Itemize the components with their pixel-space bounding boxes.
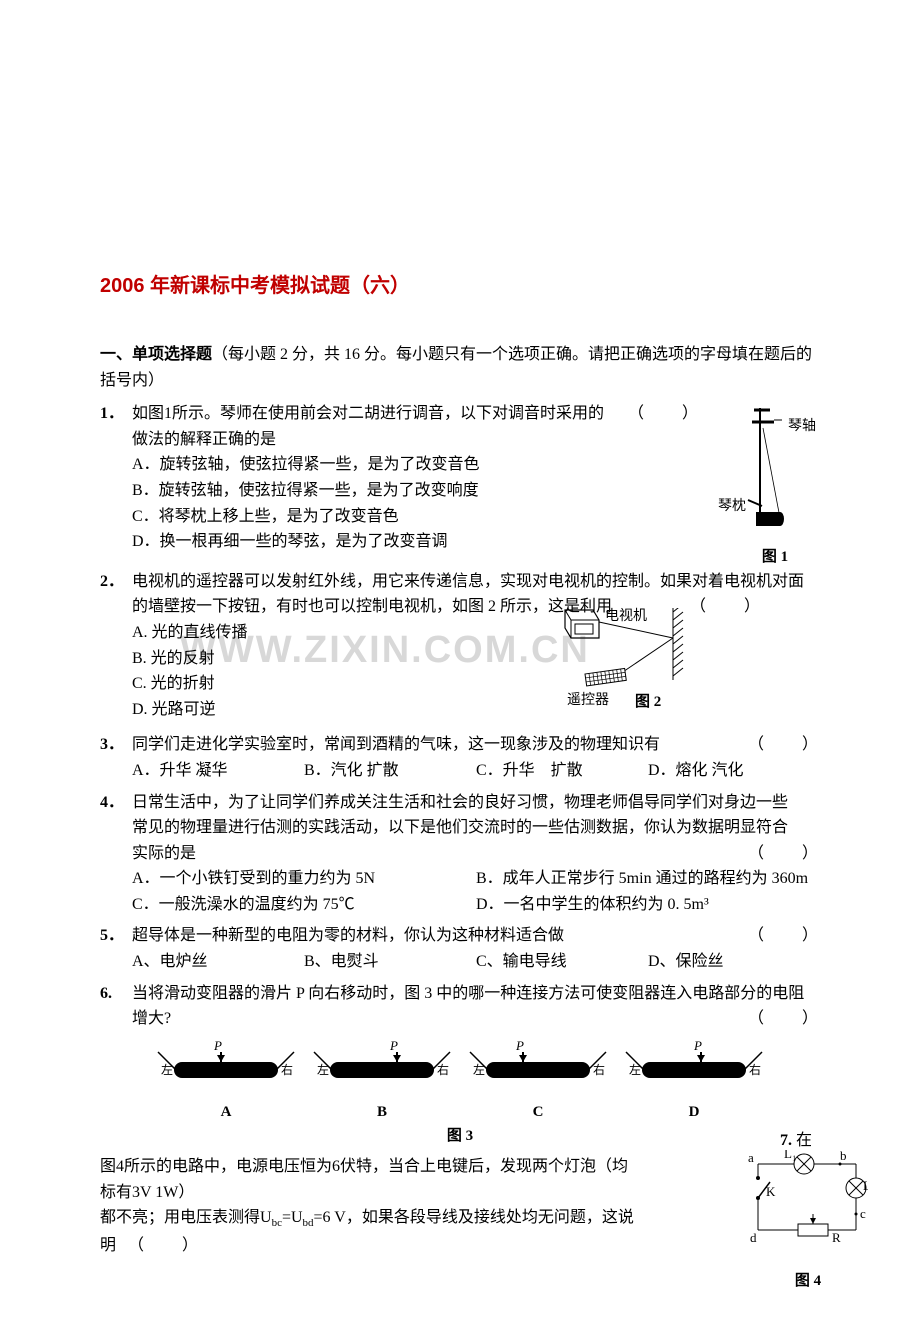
question-2: 2． 电视机的遥控器可以发射红外线，用它来传递信息，实现对电视机的控制。如果对着… bbox=[100, 569, 820, 723]
svg-text:左: 左 bbox=[161, 1062, 173, 1077]
q2-stem-line1: 电视机的遥控器可以发射红外线，用它来传递信息，实现对电视机的控制。如果对着电视机… bbox=[132, 573, 804, 590]
svg-text:P: P bbox=[693, 1040, 702, 1053]
q2-number: 2． bbox=[100, 569, 124, 595]
q1-paren: （ ） bbox=[628, 401, 700, 427]
q5-option-b: B、电熨斗 bbox=[304, 949, 476, 975]
q3-stem: 同学们走进化学实验室时，常闻到酒精的气味，这一现象涉及的物理知识有 bbox=[132, 736, 660, 753]
rheostat-b: P 左 右 B bbox=[312, 1040, 452, 1125]
svg-text:左: 左 bbox=[317, 1062, 329, 1077]
q7-lead: 在 bbox=[796, 1132, 812, 1149]
q1-option-a: A．旋转弦轴，使弦拉得紧一些，是为了改变音色 bbox=[100, 452, 820, 478]
q3-option-a: A．升华 凝华 bbox=[132, 758, 304, 784]
q7-stem-line2a: 都不亮；用电压表测得U bbox=[100, 1209, 272, 1226]
rheostat-c-label: C bbox=[468, 1100, 608, 1124]
q1-option-d: D．换一根再细一些的琴弦，是为了改变音调 bbox=[100, 529, 820, 555]
q4-option-c: C．一般洗澡水的温度约为 75℃ bbox=[132, 892, 476, 918]
svg-text:c: c bbox=[860, 1206, 866, 1221]
svg-text:左: 左 bbox=[473, 1062, 485, 1077]
svg-text:右: 右 bbox=[593, 1062, 605, 1077]
q2-stem-line2: 的墙壁按一下按钮，有时也可以控制电视机，如图 2 所示，这是利用 bbox=[132, 598, 612, 615]
q7-sub-bd: bd bbox=[303, 1217, 314, 1229]
q3-option-b: B．汽化 扩散 bbox=[304, 758, 476, 784]
q6-stem-line2: 增大? bbox=[132, 1010, 171, 1027]
figure-4-label: 图 4 bbox=[748, 1269, 868, 1293]
q7-sub-bc: bc bbox=[272, 1217, 282, 1229]
rheostat-a: P 左 右 A bbox=[156, 1040, 296, 1125]
q1-number: 1． bbox=[100, 401, 124, 427]
q3-number: 3． bbox=[100, 732, 124, 758]
q4-stem-line1: 日常生活中，为了让同学们养成关注生活和社会的良好习惯，物理老师倡导同学们对身边一… bbox=[132, 794, 788, 811]
svg-text:R: R bbox=[832, 1230, 841, 1245]
rheostat-a-label: A bbox=[156, 1100, 296, 1124]
q1-stem-line1: 如图1所示。琴师在使用前会对二胡进行调音，以下对调音时采用的 bbox=[132, 405, 604, 422]
q7-stem-line1: 图4所示的电路中，电源电压恒为6伏特，当合上电键后，发现两个灯泡（均标有3V 1… bbox=[100, 1154, 820, 1205]
q4-number: 4． bbox=[100, 790, 124, 816]
q6-number: 6. bbox=[100, 981, 112, 1007]
rheostat-c: P 左 右 C bbox=[468, 1040, 608, 1125]
q5-stem: 超导体是一种新型的电阻为零的材料，你认为这种材料适合做 bbox=[132, 927, 564, 944]
q6-paren: （ ） bbox=[748, 1006, 820, 1032]
rheostat-c-svg: P 左 右 bbox=[468, 1040, 608, 1090]
q1-option-b: B．旋转弦轴，使弦拉得紧一些，是为了改变响度 bbox=[100, 478, 820, 504]
q2-option-b: B. 光的反射 bbox=[100, 646, 820, 672]
q4-option-b: B．成年人正常步行 5min 通过的路程约为 360m bbox=[476, 866, 820, 892]
page-content: 2006 年新课标中考模拟试题（六） 一、单项选择题（每小题 2 分，共 16 … bbox=[100, 270, 820, 1259]
q7-stem-mid: =U bbox=[282, 1209, 303, 1226]
rheostat-b-svg: P 左 右 bbox=[312, 1040, 452, 1090]
rheostat-a-svg: P 左 右 bbox=[156, 1040, 296, 1090]
q5-option-d: D、保险丝 bbox=[648, 949, 820, 975]
q2-option-c: C. 光的折射 bbox=[100, 671, 820, 697]
q5-option-c: C、输电导线 bbox=[476, 949, 648, 975]
q2-paren: （ ） bbox=[690, 594, 762, 620]
q2-option-a: A. 光的直线传播 bbox=[100, 620, 820, 646]
rheostat-d-svg: P 左 右 bbox=[624, 1040, 764, 1090]
question-3: 3． 同学们走进化学实验室时，常闻到酒精的气味，这一现象涉及的物理知识有 （ ）… bbox=[100, 732, 820, 783]
q2-option-d: D. 光路可逆 bbox=[100, 697, 820, 723]
svg-text:b: b bbox=[840, 1150, 847, 1163]
q7-paren: （ ） bbox=[128, 1237, 200, 1254]
q4-stem-line2: 常见的物理量进行估测的实践活动，以下是他们交流时的一些估测数据，你认为数据明显符… bbox=[100, 815, 820, 841]
q4-paren: （ ） bbox=[748, 841, 820, 867]
svg-text:P: P bbox=[389, 1040, 398, 1053]
rheostat-d: P 左 右 D bbox=[624, 1040, 764, 1125]
q5-number: 5． bbox=[100, 923, 124, 949]
q4-option-d: D．一名中学生的体积约为 0. 5m³ bbox=[476, 892, 820, 918]
question-4: 4． 日常生活中，为了让同学们养成关注生活和社会的良好习惯，物理老师倡导同学们对… bbox=[100, 790, 820, 918]
svg-text:P: P bbox=[515, 1040, 524, 1053]
q1-stem-line2: 做法的解释正确的是 bbox=[100, 427, 820, 453]
exam-title: 2006 年新课标中考模拟试题（六） bbox=[100, 270, 820, 302]
q4-option-a: A．一个小铁钉受到的重力约为 5N bbox=[132, 866, 476, 892]
q3-paren: （ ） bbox=[748, 732, 820, 758]
section-1-heading: 一、单项选择题（每小题 2 分，共 16 分。每小题只有一个选项正确。请把正确选… bbox=[100, 342, 820, 393]
q3-option-c: C．升华 扩散 bbox=[476, 758, 648, 784]
rheostat-b-label: B bbox=[312, 1100, 452, 1124]
svg-text:右: 右 bbox=[437, 1062, 449, 1077]
q6-stem-line1: 当将滑动变阻器的滑片 P 向右移动时，图 3 中的哪一种连接方法可使变阻器连入电… bbox=[132, 985, 804, 1002]
question-6: 6. 当将滑动变阻器的滑片 P 向右移动时，图 3 中的哪一种连接方法可使变阻器… bbox=[100, 981, 820, 1149]
question-1: 1． 如图1所示。琴师在使用前会对二胡进行调音，以下对调音时采用的 （ ） 做法… bbox=[100, 401, 820, 555]
q1-option-c: C．将琴枕上移上些，是为了改变音色 bbox=[100, 504, 820, 530]
q3-option-d: D．熔化 汽化 bbox=[648, 758, 820, 784]
svg-text:L₂: L₂ bbox=[863, 1178, 868, 1193]
q4-stem-line3: 实际的是 bbox=[132, 845, 196, 862]
question-5: 5． 超导体是一种新型的电阻为零的材料，你认为这种材料适合做 （ ） A、电炉丝… bbox=[100, 923, 820, 974]
q7-number: 7. bbox=[780, 1132, 792, 1149]
section-1-pre: 一、单项选择题 bbox=[100, 346, 212, 363]
svg-text:右: 右 bbox=[281, 1062, 293, 1077]
rheostat-d-label: D bbox=[624, 1100, 764, 1124]
svg-text:P: P bbox=[213, 1040, 222, 1053]
q5-paren: （ ） bbox=[748, 923, 820, 949]
svg-text:左: 左 bbox=[629, 1062, 641, 1077]
question-7: 7. 在 图4所示的电路中，电源电压恒为6伏特，当合上电键后，发现两个灯泡（均标… bbox=[100, 1128, 820, 1258]
svg-text:右: 右 bbox=[749, 1062, 761, 1077]
q5-option-a: A、电炉丝 bbox=[132, 949, 304, 975]
